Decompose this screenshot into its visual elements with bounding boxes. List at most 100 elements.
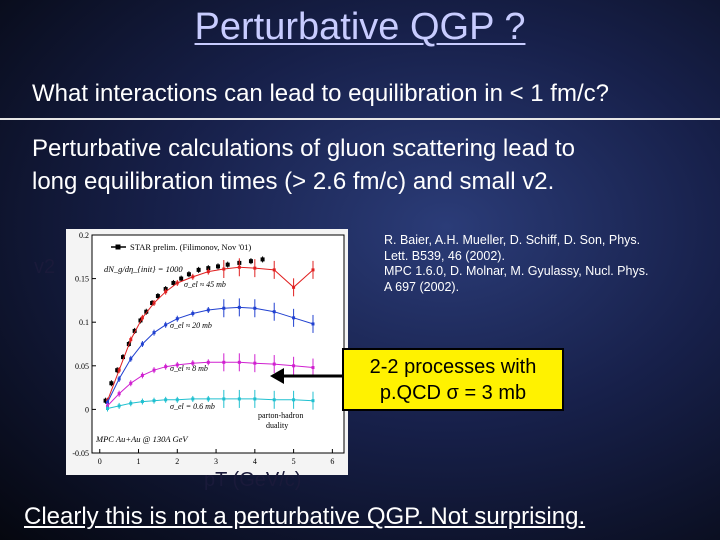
data-point bbox=[292, 316, 296, 320]
data-point bbox=[237, 265, 241, 269]
data-point bbox=[311, 399, 315, 403]
body-line-2: long equilibration times (> 2.6 fm/c) an… bbox=[32, 168, 555, 195]
data-point bbox=[129, 338, 133, 342]
data-point bbox=[140, 373, 144, 377]
left-arrow-icon bbox=[270, 368, 346, 384]
label-20mb: σ_el ≈ 20 mb bbox=[170, 321, 212, 330]
x-tick-label: 0 bbox=[98, 457, 102, 466]
data-point bbox=[164, 290, 168, 294]
data-point bbox=[129, 401, 133, 405]
slide-title: Perturbative QGP ? bbox=[194, 6, 526, 48]
x-axis-label: pT (GeV/c) bbox=[204, 469, 302, 491]
data-point bbox=[106, 407, 110, 411]
data-point bbox=[152, 399, 156, 403]
data-point bbox=[253, 397, 257, 401]
data-point bbox=[117, 392, 121, 396]
data-point bbox=[248, 259, 253, 264]
x-tick-label: 1 bbox=[137, 457, 141, 466]
data-point bbox=[121, 355, 126, 360]
data-point bbox=[292, 285, 296, 289]
reference-text: R. Baier, A.H. Mueller, D. Schiff, D. So… bbox=[384, 233, 694, 295]
data-point bbox=[164, 323, 168, 327]
x-tick-label: 3 bbox=[214, 457, 218, 466]
x-tick-label: 6 bbox=[330, 457, 334, 466]
data-point bbox=[164, 398, 168, 402]
plot-frame bbox=[91, 234, 345, 454]
data-point bbox=[129, 381, 133, 385]
data-point bbox=[150, 301, 155, 306]
label-mpc: MPC Au+Au @ 130A GeV bbox=[95, 434, 189, 444]
data-point bbox=[129, 357, 133, 361]
data-point bbox=[109, 381, 114, 386]
y-tick-label: 0.15 bbox=[75, 275, 89, 284]
x-tick-label: 2 bbox=[175, 457, 179, 466]
x-tick-label: 5 bbox=[292, 457, 296, 466]
data-point bbox=[140, 400, 144, 404]
data-point bbox=[253, 306, 257, 310]
reference-line-3: MPC 1.6.0, D. Molnar, M. Gyulassy, Nucl.… bbox=[384, 264, 649, 278]
data-point bbox=[196, 267, 201, 272]
data-point bbox=[164, 365, 168, 369]
data-point bbox=[179, 276, 184, 281]
divider bbox=[0, 118, 720, 120]
data-point bbox=[292, 364, 296, 368]
y-tick-label: -0.05 bbox=[72, 449, 89, 458]
data-point bbox=[311, 322, 315, 326]
data-point bbox=[175, 398, 179, 402]
x-tick-label: 4 bbox=[253, 457, 257, 466]
data-point bbox=[206, 308, 210, 312]
data-point bbox=[175, 317, 179, 321]
data-point bbox=[206, 270, 210, 274]
callout-line-2: p.QCD σ = 3 mb bbox=[379, 382, 527, 404]
data-point bbox=[206, 266, 211, 271]
data-point bbox=[132, 328, 137, 333]
data-point bbox=[311, 366, 315, 370]
data-point bbox=[117, 368, 121, 372]
data-point bbox=[222, 360, 226, 364]
data-point bbox=[237, 360, 241, 364]
reference-line-2: Lett. B539, 46 (2002). bbox=[384, 248, 505, 263]
data-point bbox=[206, 397, 210, 401]
data-point bbox=[115, 368, 120, 373]
y-tick-label: 0.1 bbox=[79, 318, 89, 327]
data-point bbox=[103, 398, 108, 403]
data-point bbox=[117, 404, 121, 408]
reference-line-1: R. Baier, A.H. Mueller, D. Schiff, D. So… bbox=[384, 233, 641, 247]
footer-text: Clearly this is not a perturbative QGP. … bbox=[24, 503, 586, 530]
data-point bbox=[175, 363, 179, 367]
legend-star: STAR prelim. (Filimonov, Nov '01) bbox=[130, 242, 251, 252]
data-point bbox=[152, 301, 156, 305]
data-point bbox=[140, 342, 144, 346]
data-point bbox=[216, 264, 220, 269]
label-parton-hadron: parton-hadron bbox=[258, 411, 303, 420]
data-point bbox=[292, 398, 296, 402]
reference-line-4: A 697 (2002). bbox=[384, 279, 460, 294]
body-line-1: Perturbative calculations of gluon scatt… bbox=[32, 135, 575, 162]
data-point bbox=[191, 311, 195, 315]
y-axis-label: v2 bbox=[34, 256, 56, 278]
data-point bbox=[117, 377, 121, 381]
y-tick-label: 0 bbox=[85, 405, 89, 414]
data-point bbox=[225, 262, 230, 267]
data-point bbox=[191, 361, 195, 365]
data-point bbox=[237, 397, 241, 401]
data-point bbox=[171, 280, 176, 285]
slide-subtitle: What interactions can lead to equilibrat… bbox=[32, 80, 609, 107]
v2-plot: 0.2 0.15 0.1 0.05 0 -0.05 0 1 2 3 4 5 6 STAR prelim… bbox=[66, 229, 348, 475]
data-point bbox=[272, 398, 276, 402]
data-point bbox=[206, 360, 210, 364]
data-point bbox=[253, 266, 257, 270]
data-point bbox=[222, 397, 226, 401]
data-point bbox=[222, 267, 226, 271]
data-point bbox=[272, 310, 276, 314]
data-point bbox=[175, 281, 179, 285]
data-point bbox=[222, 306, 226, 310]
label-45mb: σ_el ≈ 45 mb bbox=[184, 280, 226, 289]
label-0-6mb: σ_el = 0.6 mb bbox=[170, 402, 215, 411]
data-point bbox=[253, 361, 257, 365]
y-tick-label: 0.2 bbox=[79, 231, 89, 240]
data-point bbox=[260, 257, 265, 262]
data-point bbox=[186, 272, 191, 277]
data-point bbox=[237, 305, 241, 309]
callout-line-1: 2-2 processes with bbox=[369, 356, 537, 378]
